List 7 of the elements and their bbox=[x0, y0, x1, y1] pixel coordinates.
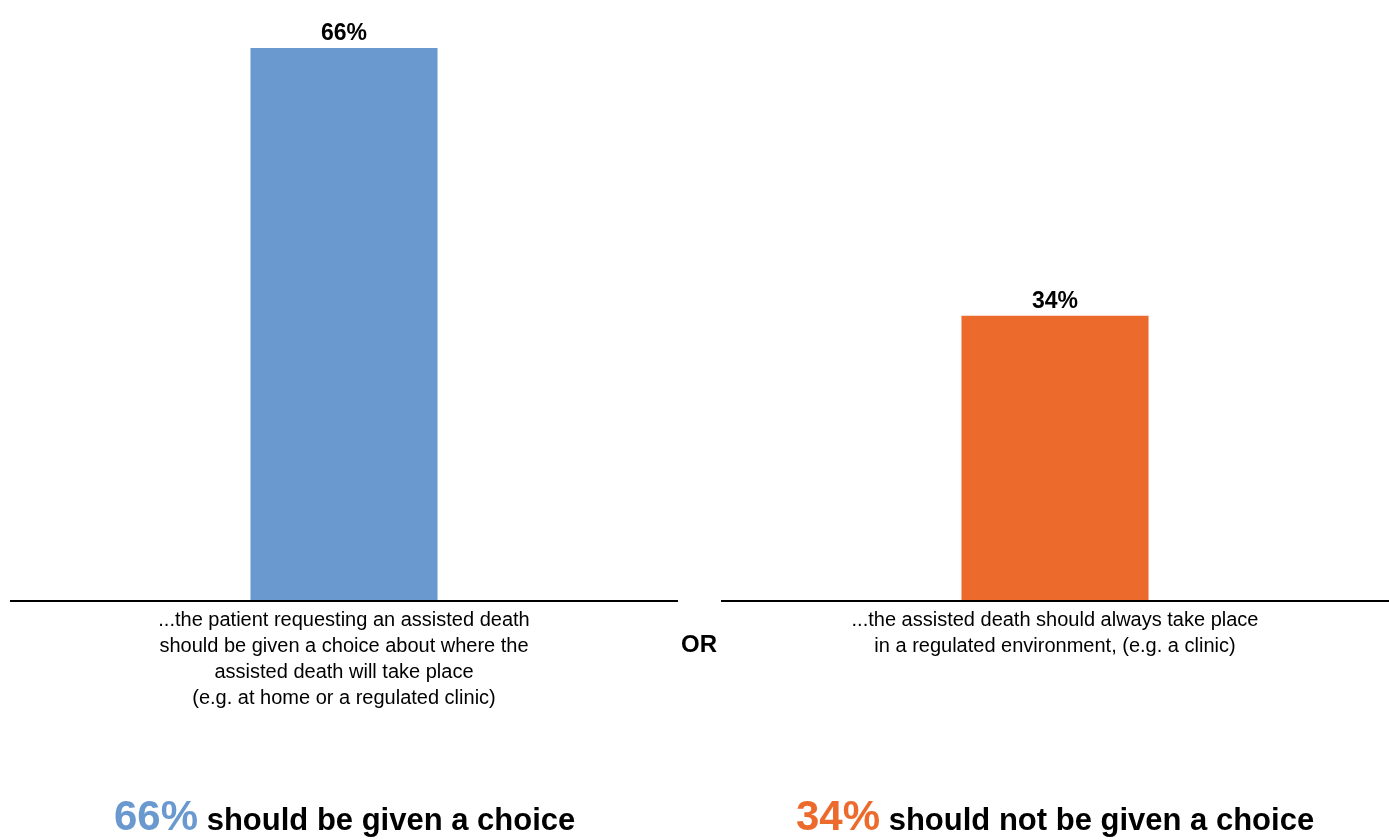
text: 66% should be given a choice bbox=[114, 792, 576, 839]
data-label: 66% bbox=[320, 19, 368, 45]
x-tick-label: ...the assisted death should always take place in a regulated environment, (e.g. a clinic) bbox=[851, 607, 1259, 656]
data-label: 34% bbox=[1031, 286, 1079, 313]
text: OR bbox=[681, 630, 717, 657]
x-tick-label: ...the patient requesting an assisted death should be given a choice about where the assisted death will take place (e.g. at home or a regulated clinic) bbox=[158, 607, 530, 708]
text: 34% should not be given a choice bbox=[796, 792, 1315, 839]
